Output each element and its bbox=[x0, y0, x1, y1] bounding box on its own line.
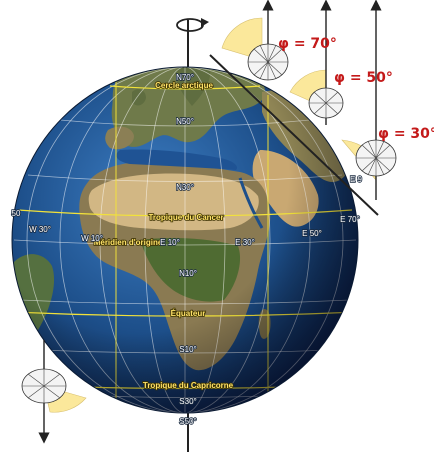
w10-label: W 10° bbox=[81, 234, 103, 243]
w30-label: W 30° bbox=[29, 225, 51, 234]
sundial-30 bbox=[341, 0, 397, 200]
tangent-line bbox=[209, 54, 379, 216]
n50-label: N50° bbox=[176, 117, 194, 126]
s10-label: S10° bbox=[179, 345, 196, 354]
tropic-of-cancer-label: Tropique du Cancer bbox=[148, 213, 223, 222]
n30-label: N30° bbox=[176, 183, 194, 192]
tropic-of-capricorn-label: Tropique du Capricorne bbox=[143, 381, 234, 390]
rotation-arrow-icon bbox=[176, 18, 209, 32]
sundial-south bbox=[21, 340, 87, 444]
s50-label: S50° bbox=[179, 417, 196, 426]
sundial-50 bbox=[289, 0, 344, 125]
west-edge-label: 50 bbox=[12, 209, 21, 218]
phi-70-label: φ = 70° bbox=[278, 36, 337, 52]
e50-label: E 50° bbox=[302, 229, 322, 238]
prime-meridian-label: Méridien d'origine bbox=[94, 238, 163, 247]
e70-label: E 70° bbox=[340, 215, 360, 224]
phi-50-label: φ = 50° bbox=[334, 70, 393, 86]
e30-label: E 30° bbox=[235, 238, 255, 247]
e10-label: E 10° bbox=[160, 238, 180, 247]
n70-label: N70° bbox=[176, 73, 194, 82]
equator-label: Équateur bbox=[171, 309, 206, 318]
sundial-70 bbox=[221, 0, 289, 81]
s30-label: S30° bbox=[179, 397, 196, 406]
arctic-circle-label: Cercle arctique bbox=[155, 81, 213, 90]
east-edge-label: E 9 bbox=[350, 175, 363, 184]
n10-label: N10° bbox=[179, 269, 197, 278]
phi-30-label: φ = 30° bbox=[378, 126, 434, 142]
